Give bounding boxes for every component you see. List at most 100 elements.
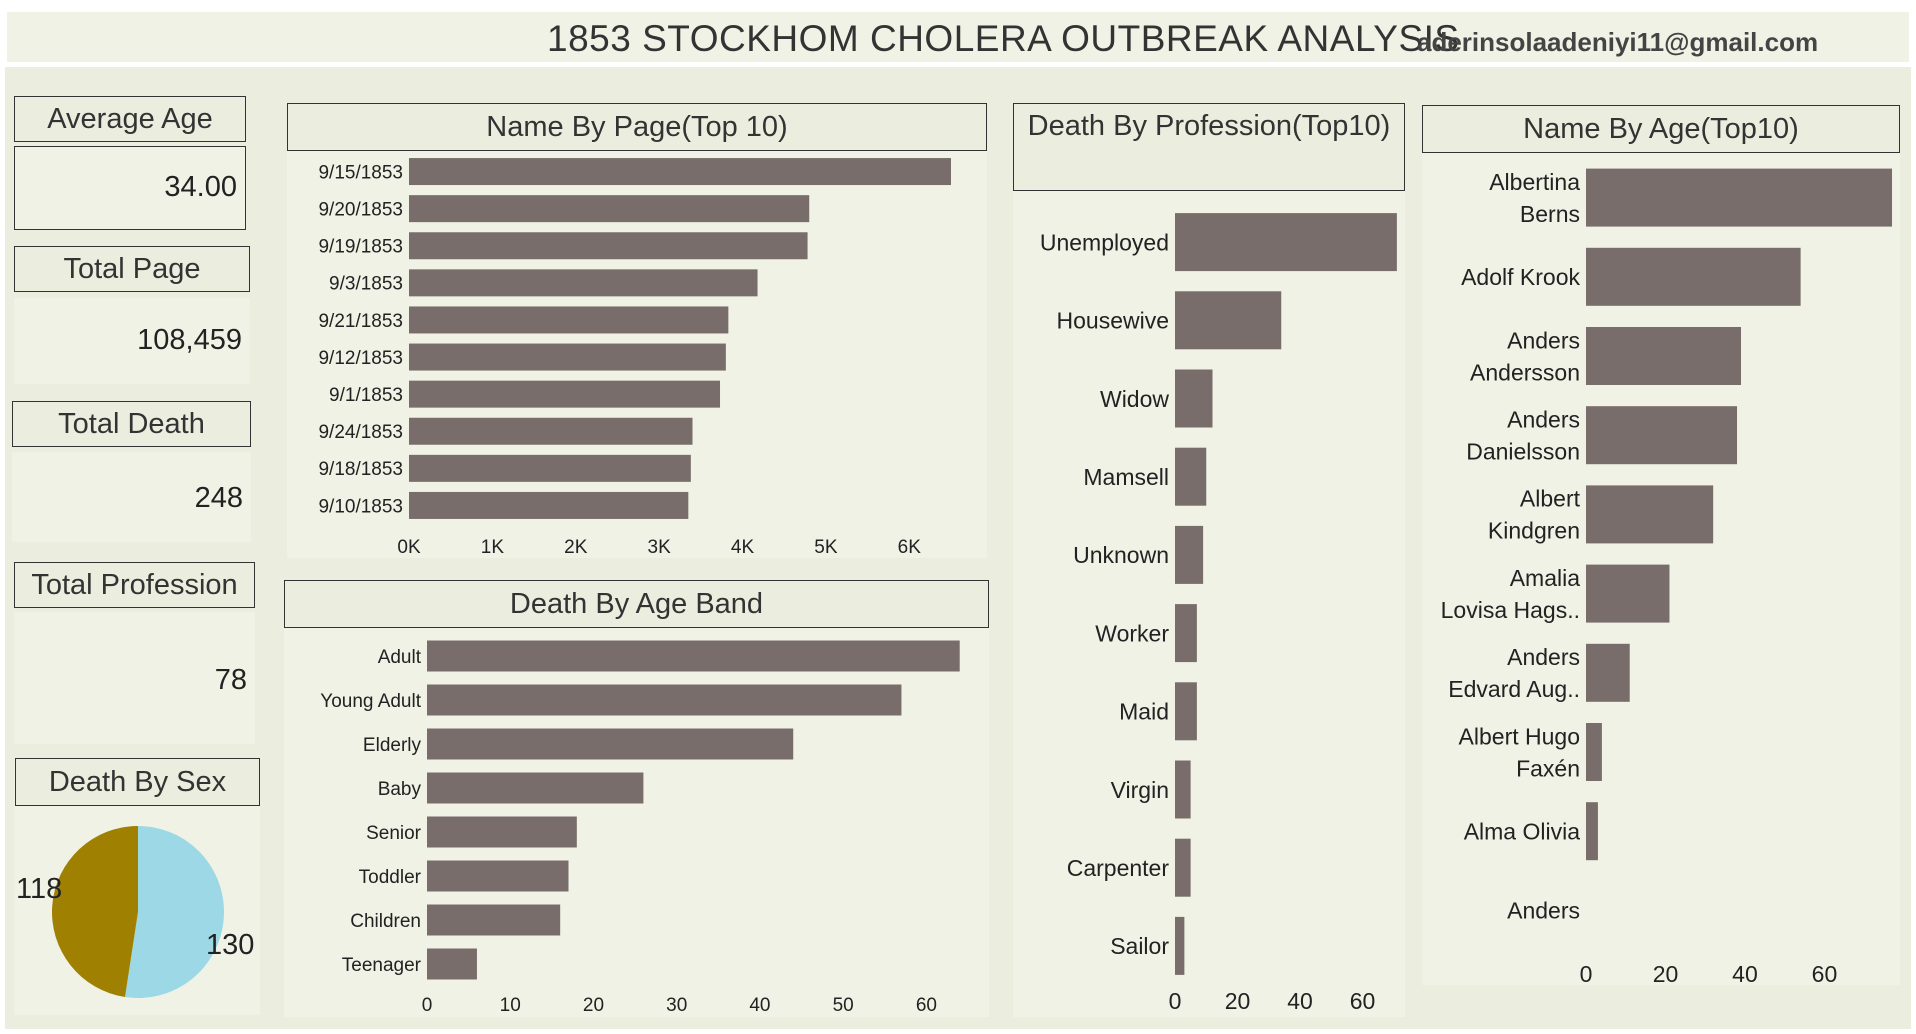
name_by_age-bar-0 — [1586, 168, 1893, 227]
death_by_age_band-label-1: Young Adult — [320, 691, 421, 712]
name_by_age-label-1: Adolf Krook — [1461, 264, 1580, 290]
name_by_page-label-2: 9/19/1853 — [318, 237, 403, 258]
death_by_profession-bar-5 — [1175, 604, 1197, 663]
kpi-average-age-value: 34.00 — [164, 171, 237, 203]
name_by_page-bar-4 — [409, 306, 729, 334]
header-bar: 1853 STOCKHOM CHOLERA OUTBREAK ANALYSIS … — [7, 12, 1909, 62]
death_by_profession-label-1: Housewive — [1057, 308, 1170, 334]
name_by_age-bar-5 — [1586, 564, 1670, 623]
death_by_profession-label-6: Maid — [1119, 699, 1169, 725]
name_by_page-label-5: 9/12/1853 — [318, 348, 403, 369]
name-by-page-title: Name By Page(Top 10) — [287, 103, 987, 151]
death-by-profession-chart: Unemployed Housewive Widow Mamsell Unknown Wo… — [1040, 213, 1397, 1014]
name_by_page-tick-6: 6K — [898, 537, 922, 558]
death_by_age_band-bar-7 — [427, 948, 477, 980]
name_by_age-label-6-0: Anders — [1507, 644, 1580, 670]
name_by_age-label-2-1: Andersson — [1470, 359, 1580, 385]
death_by_age_band-bar-1 — [427, 684, 902, 716]
name_by_age-tick-0: 0 — [1580, 961, 1593, 985]
death_by_age_band-tick-1: 10 — [500, 995, 521, 1016]
death_by_age_band-bar-6 — [427, 904, 561, 936]
name_by_age-label-9: Anders — [1507, 898, 1580, 924]
name_by_age-bar-1 — [1586, 247, 1801, 306]
kpi-total-death-label: Total Death — [12, 401, 251, 447]
name_by_age-label-0-1: Berns — [1520, 201, 1580, 227]
name_by_age-label-2-0: Anders — [1507, 327, 1580, 353]
death_by_profession-bar-1 — [1175, 291, 1282, 350]
death_by_age_band-label-4: Senior — [366, 823, 422, 844]
kpi-average-age-card: 34.00 — [14, 146, 246, 230]
name_by_age-label-5-1: Lovisa Hags.. — [1441, 597, 1580, 623]
death_by_profession-bar-9 — [1175, 916, 1185, 975]
death_by_profession-tick-2: 40 — [1287, 988, 1313, 1014]
death_by_age_band-bar-3 — [427, 772, 644, 804]
name_by_page-bar-6 — [409, 380, 721, 408]
name_by_age-tick-3: 60 — [1812, 961, 1838, 985]
death_by_age_band-tick-6: 60 — [916, 995, 937, 1016]
death-by-age-band-chart: Adult Young Adult Elderly Baby Senior Toddler… — [320, 640, 960, 1016]
name_by_age-label-7-1: Faxén — [1516, 755, 1580, 781]
name_by_age-bar-4 — [1586, 485, 1714, 544]
death_by_profession-bar-4 — [1175, 525, 1204, 584]
name_by_page-label-7: 9/24/1853 — [318, 422, 403, 443]
death_by_age_band-tick-2: 20 — [583, 995, 604, 1016]
name_by_age-bar-8 — [1586, 802, 1598, 861]
kpi-total-profession-value: 78 — [214, 664, 247, 696]
kpi-total-page-value: 108,459 — [137, 324, 242, 356]
name_by_age-bar-3 — [1586, 406, 1738, 465]
pie-label-male: 118 — [16, 873, 62, 905]
name_by_page-bar-1 — [409, 195, 810, 223]
death_by_profession-tick-1: 20 — [1225, 988, 1251, 1014]
kpi-total-page-label: Total Page — [14, 246, 250, 292]
kpi-total-profession-card: 78 — [14, 612, 255, 744]
name_by_age-label-3-1: Danielsson — [1466, 438, 1580, 464]
name-by-age-title: Name By Age(Top10) — [1422, 105, 1900, 153]
name_by_page-tick-2: 2K — [564, 537, 588, 558]
death_by_profession-tick-0: 0 — [1169, 988, 1182, 1014]
name_by_page-tick-1: 1K — [481, 537, 505, 558]
name_by_page-tick-3: 3K — [648, 537, 672, 558]
death_by_age_band-tick-3: 30 — [666, 995, 687, 1016]
death_by_profession-label-4: Unknown — [1073, 542, 1169, 568]
name_by_age-tick-1: 20 — [1653, 961, 1679, 985]
kpi-total-page-card: 108,459 — [14, 298, 250, 384]
death_by_age_band-bar-5 — [427, 860, 569, 892]
name_by_page-label-3: 9/3/1853 — [329, 274, 403, 295]
pie-label-female: 130 — [206, 929, 254, 961]
death_by_profession-label-2: Widow — [1100, 386, 1169, 412]
death-by-sex-pie: 118 130 — [16, 826, 254, 998]
name_by_page-label-4: 9/21/1853 — [318, 311, 403, 332]
name_by_page-tick-4: 4K — [731, 537, 755, 558]
name_by_page-bar-3 — [409, 269, 758, 297]
death_by_age_band-tick-4: 40 — [749, 995, 770, 1016]
name_by_age-label-5-0: Amalia — [1510, 565, 1581, 591]
death_by_profession-label-0: Unemployed — [1040, 229, 1169, 255]
pie-slice-male — [51, 826, 139, 998]
death_by_profession-label-7: Virgin — [1111, 777, 1169, 803]
death_by_age_band-tick-5: 50 — [833, 995, 854, 1016]
death_by_profession-label-5: Worker — [1095, 620, 1169, 646]
death_by_age_band-bar-4 — [427, 816, 577, 848]
name_by_age-label-6-1: Edvard Aug.. — [1448, 676, 1580, 702]
death_by_profession-label-9: Sailor — [1110, 933, 1169, 959]
author-email: aderinsolaadeniyi11@gmail.com — [1417, 27, 1819, 57]
name_by_page-tick-0: 0K — [397, 537, 421, 558]
death_by_age_band-label-2: Elderly — [363, 735, 422, 756]
name_by_age-label-4-1: Kindgren — [1488, 518, 1580, 544]
name_by_page-label-9: 9/10/1853 — [318, 496, 403, 517]
name_by_age-label-0-0: Albertina — [1489, 169, 1580, 195]
death_by_age_band-label-3: Baby — [378, 779, 422, 800]
death_by_profession-bar-7 — [1175, 760, 1191, 819]
name_by_page-label-0: 9/15/1853 — [318, 162, 403, 183]
name_by_age-label-4-0: Albert — [1520, 486, 1581, 512]
name_by_page-bar-8 — [409, 454, 691, 482]
death_by_age_band-label-0: Adult — [378, 647, 422, 668]
kpi-total-death-card: 248 — [12, 452, 251, 542]
death-by-age-band-title: Death By Age Band — [284, 580, 989, 628]
kpi-total-profession-label: Total Profession — [14, 562, 255, 608]
pie-slice-female — [124, 826, 224, 998]
death_by_profession-label-8: Carpenter — [1067, 855, 1170, 881]
name_by_page-bar-5 — [409, 343, 726, 371]
death_by_age_band-tick-0: 0 — [422, 995, 433, 1016]
name_by_page-bar-0 — [409, 158, 951, 186]
